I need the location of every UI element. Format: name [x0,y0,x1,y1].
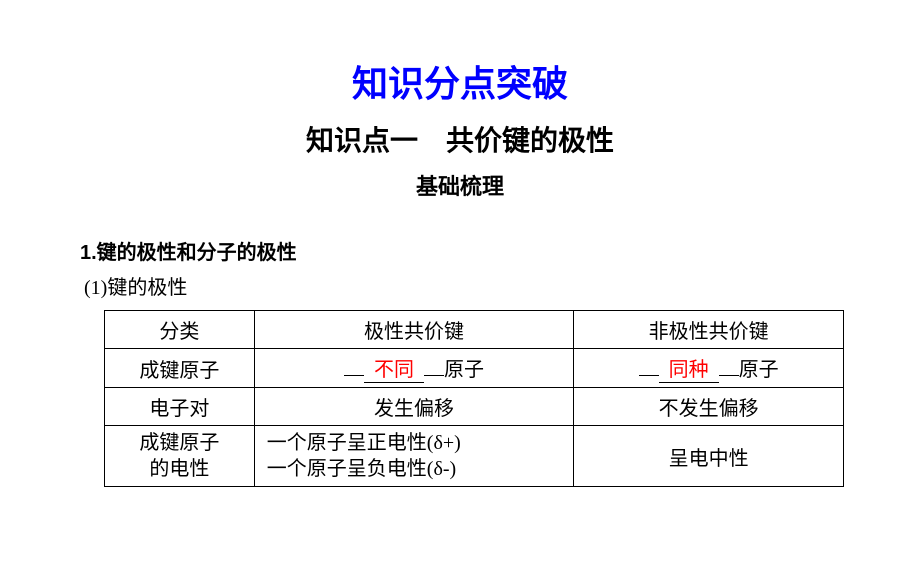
cell-charge-label: 成键原子 的电性 [105,426,255,487]
section-title: 基础梳理 [80,169,840,201]
suffix-text: 原子 [444,359,484,381]
heading-1-1: (1)键的极性 [84,271,840,300]
cell-polar-header: 极性共价键 [254,311,574,349]
cell-epair-label: 电子对 [105,388,255,426]
blank-line [344,375,364,376]
cell-polar-epair: 发生偏移 [254,388,574,426]
heading-1: 1.键的极性和分子的极性 [80,236,840,265]
sub-title: 知识点一 共价键的极性 [80,119,840,159]
blank-line [719,375,739,376]
table-row: 成键原子 的电性 一个原子呈正电性(δ+) 一个原子呈负电性(δ-) 呈电中性 [105,426,844,487]
fill-answer: 不同 [364,353,424,383]
table-row: 成键原子 不同原子 同种原子 [105,349,844,388]
table-row: 分类 极性共价键 非极性共价键 [105,311,844,349]
polarity-table: 分类 极性共价键 非极性共价键 成键原子 不同原子 同种原子 电子对 发生偏移 … [104,310,844,487]
line1: 一个原子呈正电性(δ+) [267,432,461,454]
cell-nonpolar-epair: 不发生偏移 [574,388,844,426]
blank-line [424,375,444,376]
cell-polar-atom: 不同原子 [254,349,574,388]
cell-nonpolar-charge: 呈电中性 [574,426,844,487]
cell-category-header: 分类 [105,311,255,349]
line1: 成键原子 [139,432,219,454]
suffix-text: 原子 [739,359,779,381]
cell-atom-label: 成键原子 [105,349,255,388]
cell-nonpolar-atom: 同种原子 [574,349,844,388]
line2: 的电性 [149,458,209,480]
cell-polar-charge: 一个原子呈正电性(δ+) 一个原子呈负电性(δ-) [254,426,574,487]
fill-answer: 同种 [659,353,719,383]
cell-nonpolar-header: 非极性共价键 [574,311,844,349]
main-title: 知识分点突破 [80,55,840,107]
line2: 一个原子呈负电性(δ-) [267,458,456,480]
table-row: 电子对 发生偏移 不发生偏移 [105,388,844,426]
blank-line [639,375,659,376]
